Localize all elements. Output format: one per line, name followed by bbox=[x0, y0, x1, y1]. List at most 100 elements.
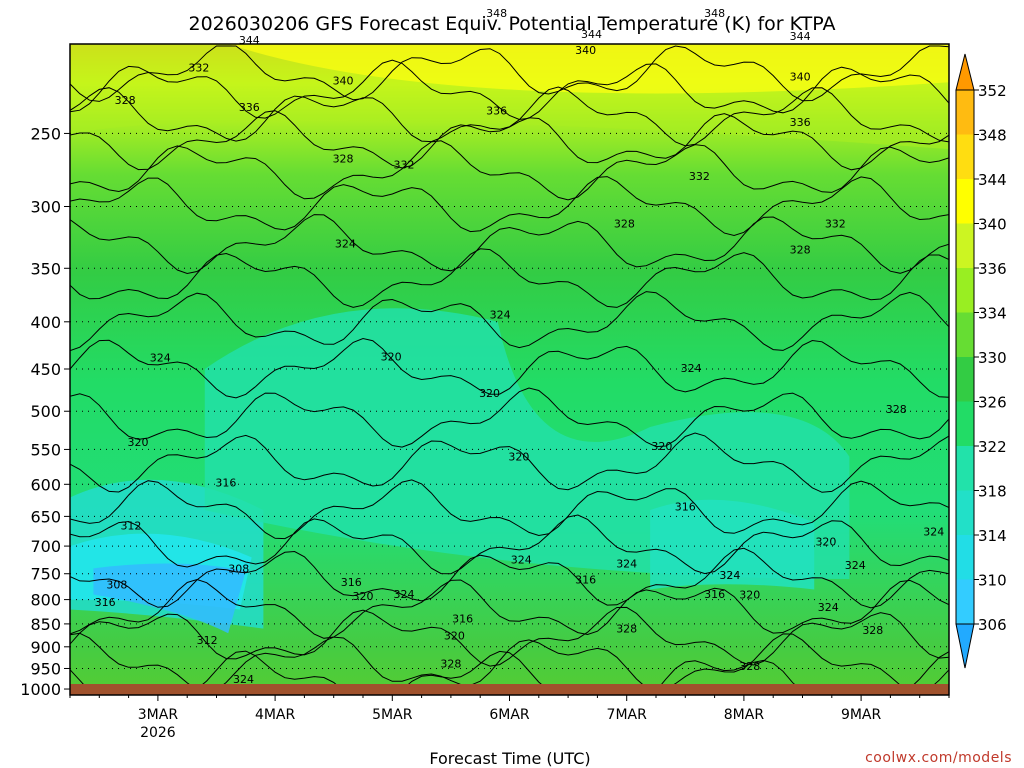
contour-label: 324 bbox=[490, 309, 511, 322]
y-tick-label: 850 bbox=[30, 615, 61, 634]
contour-line bbox=[70, 140, 949, 201]
contour-line bbox=[70, 432, 949, 493]
contour-label: 328 bbox=[115, 94, 136, 107]
contour-label: 320 bbox=[651, 440, 672, 453]
x-tick-label: 9MAR bbox=[841, 707, 882, 723]
colorbar-min-arrow bbox=[955, 623, 975, 669]
y-tick-label: 650 bbox=[30, 507, 61, 526]
colorbar-swatch bbox=[956, 446, 974, 491]
y-tick-label: 400 bbox=[30, 313, 61, 332]
contour-label: 332 bbox=[825, 218, 846, 231]
field-region bbox=[650, 499, 815, 590]
contour-label: 324 bbox=[719, 569, 740, 582]
y-tick-label: 550 bbox=[30, 440, 61, 459]
contour-label: 324 bbox=[233, 673, 254, 686]
contour-label: 312 bbox=[120, 520, 141, 533]
chart-title: 2026030206 GFS Forecast Equiv. Potential… bbox=[188, 13, 835, 35]
y-tick-label: 600 bbox=[30, 475, 61, 494]
contour-label: 316 bbox=[704, 588, 725, 601]
plot-area bbox=[70, 44, 949, 695]
colorbar-max-arrow bbox=[955, 53, 975, 91]
contour-label: 316 bbox=[675, 500, 696, 513]
contour-label: 328 bbox=[333, 152, 354, 165]
contour-label: 332 bbox=[689, 170, 710, 183]
contour-label: 316 bbox=[452, 613, 473, 626]
y-tick-label: 350 bbox=[30, 259, 61, 278]
x-tick-sublabel: 2026 bbox=[140, 725, 176, 741]
y-tick-label: 300 bbox=[30, 198, 61, 217]
x-tick-label: 5MAR bbox=[372, 707, 413, 723]
contour-line bbox=[70, 45, 949, 102]
contour-line bbox=[70, 479, 949, 540]
contour-line bbox=[70, 176, 949, 237]
contour-line bbox=[70, 578, 949, 639]
x-tick-label: 4MAR bbox=[255, 707, 296, 723]
contour-line bbox=[70, 214, 949, 275]
colorbar-label: 352 bbox=[978, 82, 1007, 100]
contour-label: 316 bbox=[341, 576, 362, 589]
contour-label: 328 bbox=[739, 660, 760, 673]
contour-label: 348 bbox=[486, 7, 507, 20]
contour-label: 340 bbox=[333, 74, 354, 87]
contour-line bbox=[70, 248, 949, 308]
colorbar-label: 336 bbox=[978, 260, 1007, 278]
contour-label: 336 bbox=[239, 101, 260, 114]
y-tick-label: 700 bbox=[30, 537, 61, 556]
colorbar-swatch bbox=[956, 579, 974, 624]
contour-label: 324 bbox=[616, 557, 637, 570]
contour-label: 320 bbox=[381, 350, 402, 363]
colorbar-swatch bbox=[956, 90, 974, 135]
contour-line bbox=[70, 547, 949, 609]
contour-label: 320 bbox=[353, 590, 374, 603]
colorbar-label: 326 bbox=[978, 394, 1007, 412]
colorbar-swatch bbox=[956, 401, 974, 446]
colorbar-swatch bbox=[956, 268, 974, 313]
contour-label: 336 bbox=[790, 116, 811, 129]
contour-label: 348 bbox=[704, 7, 725, 20]
colorbar-label: 310 bbox=[978, 572, 1007, 590]
contour-label: 320 bbox=[815, 535, 836, 548]
contour-label: 328 bbox=[440, 657, 461, 670]
colorbar-swatch bbox=[956, 179, 974, 224]
colorbar-label: 344 bbox=[978, 171, 1007, 189]
contour-label: 316 bbox=[575, 574, 596, 587]
contour-label: 308 bbox=[228, 562, 249, 575]
contour-label: 316 bbox=[215, 476, 236, 489]
contour-label: 320 bbox=[444, 630, 465, 643]
x-tick-label: 7MAR bbox=[607, 707, 648, 723]
contour-label: 332 bbox=[394, 158, 415, 171]
colorbar-swatch bbox=[956, 223, 974, 268]
colorbar-label: 322 bbox=[978, 438, 1007, 456]
contour-label: 320 bbox=[479, 387, 500, 400]
colorbar: 306 310 314 318 322 326 330 334 336 340 344 348 352 bbox=[955, 53, 1007, 669]
x-axis-label: Forecast Time (UTC) bbox=[429, 749, 590, 768]
contour-label: 324 bbox=[511, 554, 532, 567]
contour-line bbox=[70, 59, 949, 121]
x-tick-label: 3MAR bbox=[138, 707, 179, 723]
contour-line bbox=[70, 291, 949, 352]
contour-label: 324 bbox=[681, 362, 702, 375]
y-tick-label: 500 bbox=[30, 402, 61, 421]
colorbar-label: 314 bbox=[978, 527, 1007, 545]
contour-label: 320 bbox=[739, 589, 760, 602]
colorbar-label: 334 bbox=[978, 305, 1007, 323]
contour-line bbox=[70, 387, 949, 448]
colorbar-label: 318 bbox=[978, 483, 1007, 501]
contour-label: 324 bbox=[923, 526, 944, 539]
colorbar-swatch bbox=[956, 535, 974, 580]
colorbar-swatch bbox=[956, 134, 974, 179]
y-tick-label: 900 bbox=[30, 638, 61, 657]
contour-label: 320 bbox=[508, 451, 529, 464]
contour-label: 312 bbox=[197, 634, 218, 647]
contour-label: 316 bbox=[95, 596, 116, 609]
contour-label: 328 bbox=[886, 403, 907, 416]
contour-label: 328 bbox=[790, 244, 811, 257]
y-tick-label: 750 bbox=[30, 565, 61, 584]
y-tick-label: 250 bbox=[30, 124, 61, 143]
colorbar-swatch bbox=[956, 357, 974, 402]
y-tick-label: 950 bbox=[30, 659, 61, 678]
colorbar-label: 306 bbox=[978, 616, 1007, 634]
contour-label: 328 bbox=[616, 623, 637, 636]
y-tick-label: 1000 bbox=[20, 680, 61, 699]
